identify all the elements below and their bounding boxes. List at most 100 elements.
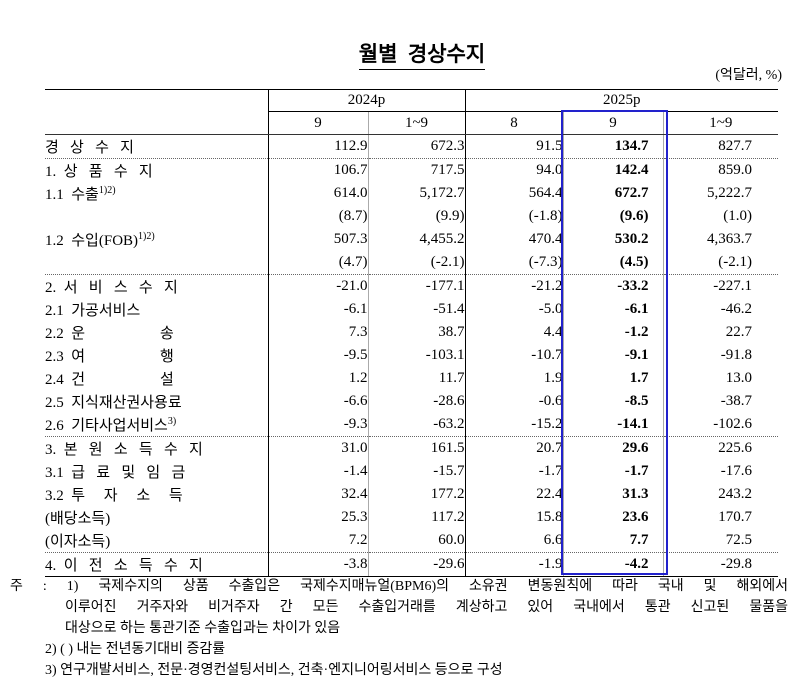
table-row: 3.2 투 자 소 득 32.4 177.2 22.4 31.3 243.2 (45, 483, 778, 506)
footnote-ref: 3) (167, 416, 177, 427)
current-account-table: 2024p 2025p 9 1~9 8 9 1~9 경 상 수 지 112.9 67… (45, 89, 779, 577)
table-row: (이자소득) 7.2 60.0 6.6 7.7 72.5 (45, 529, 778, 553)
footnote-line-5: 3) 연구개발서비스, 전문·경영컨설팅서비스, 건축·엔지니어링서비스 등으로… (45, 663, 503, 678)
row-label: 1. 상 품 수 지 (45, 158, 269, 182)
value-cell: -21.2 (465, 274, 564, 298)
page-title-text: 월별 경상수지 (358, 42, 486, 70)
value-cell: -0.6 (465, 390, 564, 413)
value-cell: -1.2 (563, 321, 664, 344)
value-cell: 23.6 (563, 506, 664, 529)
value-cell: (4.5) (563, 251, 664, 275)
table-row: 1. 상 품 수 지 106.7 717.5 94.0 142.4 859.0 (45, 158, 779, 182)
value-cell: 470.4 (465, 228, 564, 251)
header-2025-sep: 9 (563, 111, 664, 135)
value-cell: 859.0 (663, 158, 779, 182)
value-cell: -6.6 (268, 390, 369, 413)
header-corner-cell (45, 89, 269, 135)
value-cell: 25.3 (268, 506, 369, 529)
units-label: (억달러, %) (715, 68, 782, 83)
value-cell: 827.7 (718, 138, 753, 154)
value-cell: 106.7 (268, 158, 369, 182)
value-cell: -10.7 (465, 344, 564, 367)
table-row: 2.5 지식재산권사용료 -6.6 -28.6 -0.6 -8.5 -38.7 (45, 390, 778, 413)
table-row: 2.3 여 행 -9.5 -103.1 -10.7 -9.1 -91.8 (45, 344, 778, 367)
value-cell: 11.7 (368, 367, 466, 390)
value-cell: 5,172.7 (368, 182, 466, 205)
value-cell: 1.9 (465, 367, 564, 390)
value-cell: 161.5 (368, 436, 466, 460)
row-label: 1.2 수입(FOB)1)2) (45, 228, 269, 251)
value-cell: -51.4 (368, 298, 466, 321)
row-label: 2.3 여 행 (45, 344, 269, 367)
value-cell: -91.8 (720, 347, 753, 363)
value-cell: 22.4 (465, 483, 564, 506)
value-cell: 13.0 (725, 370, 753, 386)
table-header: 2024p 2025p 9 1~9 8 9 1~9 (45, 89, 779, 135)
footnote-line-4: 2) ( ) 내는 전년동기대비 증감률 (45, 642, 226, 657)
header-2025-cum: 1~9 (663, 111, 779, 135)
header-year-row: 2024p 2025p (45, 89, 779, 135)
row-label: 3.2 투 자 소 득 (45, 483, 269, 506)
header-2024p: 2024p (268, 89, 466, 112)
value-cell: -15.7 (368, 460, 466, 483)
value-cell: 31.3 (563, 483, 664, 506)
value-cell: -29.6 (368, 552, 466, 577)
value-cell: 243.2 (718, 486, 753, 502)
value-cell: 117.2 (368, 506, 466, 529)
table-row: 2.4 건 설 1.2 11.7 1.9 1.7 13.0 (45, 367, 778, 390)
value-cell: 717.5 (368, 158, 466, 182)
value-cell: 4,363.7 (707, 231, 753, 247)
value-cell: (4.7) (268, 251, 369, 275)
row-label: 3. 본 원 소 득 수 지 (45, 436, 269, 460)
value-cell: (9.6) (563, 205, 664, 228)
header-2025-aug: 8 (465, 111, 564, 135)
value-cell: 72.5 (725, 532, 753, 548)
table-row: 2.1 가공서비스 -6.1 -51.4 -5.0 -6.1 -46.2 (45, 298, 778, 321)
value-cell: (9.9) (368, 205, 466, 228)
table-row: 경 상 수 지 112.9 672.3 91.5 134.7 827.7 (45, 134, 778, 159)
value-cell: 177.2 (368, 483, 466, 506)
value-cell: 507.3 (268, 228, 369, 251)
value-cell: -33.2 (563, 274, 664, 298)
value-cell: 7.7 (563, 529, 664, 553)
value-cell: -14.1 (563, 413, 664, 437)
row-label: 경 상 수 지 (45, 134, 269, 159)
footnote-line-2: 이루어진 거주자와 비거주자 간 모든 수출입거래를 계상하고 있어 국내에서 … (65, 600, 788, 615)
footnotes: 주 : 1) 국제수지의 상품 수출입은 국제수지매뉴얼(BPM6)의 소유권 … (10, 576, 792, 681)
value-cell: 530.2 (563, 228, 664, 251)
value-cell: -29.8 (663, 552, 779, 577)
value-cell: 6.6 (465, 529, 564, 553)
value-cell: 564.4 (465, 182, 564, 205)
footnote-line-3: 대상으로 하는 통관기준 수출입과는 차이가 있음 (65, 621, 341, 636)
value-cell: 134.7 (563, 134, 664, 159)
value-cell: (8.7) (268, 205, 369, 228)
value-cell: -3.8 (268, 552, 369, 577)
row-label: 2.1 가공서비스 (45, 298, 269, 321)
value-cell: -5.0 (465, 298, 564, 321)
value-cell: 4.4 (465, 321, 564, 344)
value-cell: 31.0 (268, 436, 369, 460)
row-label: 2.4 건 설 (45, 367, 269, 390)
table-row: 3. 본 원 소 득 수 지 31.0 161.5 20.7 29.6 225.6 (45, 436, 779, 460)
value-cell: -1.9 (465, 552, 564, 577)
table-row: (4.7) (-2.1) (-7.3) (4.5) (-2.1) (45, 251, 778, 275)
value-cell: 170.7 (718, 509, 753, 525)
value-cell: 4,455.2 (368, 228, 466, 251)
value-cell: (-7.3) (465, 251, 564, 275)
value-cell: -17.6 (720, 463, 753, 479)
value-cell: (-1.8) (465, 205, 564, 228)
value-cell: -9.1 (563, 344, 664, 367)
value-cell: -9.5 (268, 344, 369, 367)
value-cell: 1.7 (563, 367, 664, 390)
value-cell: 15.8 (465, 506, 564, 529)
value-cell: -8.5 (563, 390, 664, 413)
table-row: 2.2 운 송 7.3 38.7 4.4 -1.2 22.7 (45, 321, 778, 344)
table-row: 1.2 수입(FOB)1)2) 507.3 4,455.2 470.4 530.2 4,3… (45, 228, 778, 251)
value-cell: 7.2 (268, 529, 369, 553)
value-cell: 29.6 (563, 436, 664, 460)
value-cell: -15.2 (465, 413, 564, 437)
value-cell: (-2.1) (718, 254, 753, 270)
value-cell: (1.0) (723, 208, 753, 224)
value-cell: 94.0 (465, 158, 564, 182)
value-cell: 32.4 (268, 483, 369, 506)
